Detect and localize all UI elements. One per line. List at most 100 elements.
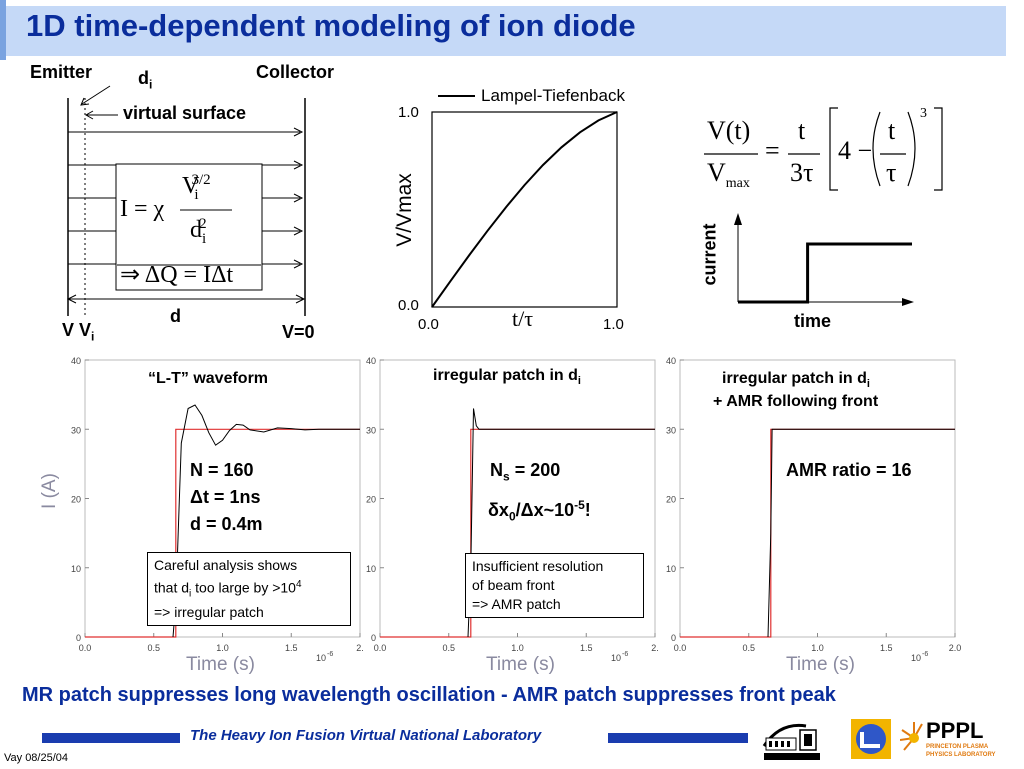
eq-lhs-den: Vmax [707, 158, 750, 192]
panel1-x-tick-label: 0.5 [147, 643, 160, 653]
panel2-x-exponent: 10 [611, 653, 621, 663]
lt-x-left: 0.0 [418, 316, 439, 333]
step-x-label: time [794, 311, 832, 331]
panel2-note: Insufficient resolution of beam front =>… [465, 553, 644, 618]
eq-equals: = [765, 136, 780, 165]
footer-lab-name: The Heavy Ion Fusion Virtual National La… [190, 727, 542, 744]
panel3-heading2: + AMR following front [713, 393, 879, 410]
panel2-x-exponent-power: -6 [622, 651, 628, 658]
step-current-line [738, 242, 912, 304]
panel3-simulation-curve [767, 428, 955, 638]
step-plot: current time [690, 205, 930, 335]
eq-power: 3 [920, 106, 927, 121]
eq-frac-den: 3τ [790, 158, 814, 187]
panel2-param-ns: Ns = 200 [490, 460, 561, 484]
panel1-x-tick-label: 0.0 [79, 643, 92, 653]
eq-inner: 4 − [838, 136, 873, 165]
panel2-x-tick-label: 1.5 [580, 643, 593, 653]
panel1-y-tick-label: 40 [71, 356, 81, 366]
diode-drawing [66, 85, 306, 316]
virtual-surface-label: virtual surface [123, 103, 247, 123]
llnl-logo [850, 718, 892, 760]
lt-x-right: 1.0 [603, 316, 624, 333]
panel2-y-tick-label: 30 [366, 425, 376, 435]
author-date: Vay 08/25/04 [4, 752, 69, 764]
formula-numerator: Vi3/2 [182, 172, 211, 203]
panel1-note: Careful analysis shows that di too large… [147, 552, 351, 627]
eq-g-num: t [888, 116, 896, 145]
panel3-x-exponent-power: -6 [922, 651, 928, 658]
panel1-theory-curve [85, 428, 360, 638]
svg-text:PPPL: PPPL [926, 718, 983, 743]
lt-equation: V(t) Vmax = t 3τ 4 − t τ 3 [690, 104, 1020, 204]
voltage-right-label: V=0 [282, 322, 315, 342]
berkeley-lab-logo [760, 716, 830, 764]
eq-g-den: τ [886, 158, 897, 187]
panel-area: 0 10 20 30 40 0.0 0.5 1.0 1.5 2. 10 -6 0 10 20 30 40 0.0 0… [0, 350, 1024, 680]
panel3-heading: irregular patch in di [722, 370, 870, 391]
panel1-simulation-curve [172, 404, 360, 638]
footer-bar-left [42, 733, 180, 743]
diode-schematic: Emitter Collector di virtual surface I =… [0, 58, 370, 348]
equation-lines [704, 107, 943, 191]
di-label: di [138, 68, 153, 92]
panel-y-label: I (A) [39, 473, 60, 509]
panel1-x-label: Time (s) [186, 654, 255, 675]
panel1-y-tick-label: 20 [71, 495, 81, 505]
panel1-x-tick-label: 1.5 [285, 643, 298, 653]
lt-y-bottom: 0.0 [398, 297, 419, 314]
lt-curve [431, 111, 618, 308]
panel3-y-tick-label: 40 [666, 356, 676, 366]
panel3-y-tick-label: 30 [666, 425, 676, 435]
lt-legend-label: Lampel-Tiefenback [481, 86, 625, 105]
svg-text:PHYSICS LABORATORY: PHYSICS LABORATORY [926, 752, 996, 758]
panel1-x-exponent-power: -6 [327, 651, 333, 658]
step-plot-svg [734, 213, 914, 306]
panel2-x-tick-label: 0.0 [374, 643, 387, 653]
panel3-y-tick-label: 10 [666, 564, 676, 574]
formula-charge: ⇒ ΔQ = IΔt [120, 262, 234, 288]
panel3-y-tick-label: 20 [666, 495, 676, 505]
panel2-heading: irregular patch in di [433, 367, 581, 388]
step-y-label: current [699, 223, 720, 286]
panel2-x-tick-label: 2. [651, 643, 659, 653]
panel1-x-exponent: 10 [316, 653, 326, 663]
panel3-x-tick-label: 1.5 [880, 643, 893, 653]
panel1-y-tick-label: 10 [71, 564, 81, 574]
conclusion-text: MR patch suppresses long wavelength osci… [22, 684, 836, 706]
panel2-x-tick-label: 0.5 [442, 643, 455, 653]
eq-lhs-num: V(t) [707, 116, 751, 145]
panel2-y-tick-label: 10 [366, 564, 376, 574]
eq-frac-num: t [798, 116, 806, 145]
voltage-left-label: V Vi [62, 320, 95, 344]
lt-plot: Lampel-Tiefenback 1.0 0.0 0.0 1.0 t/τ V/… [380, 80, 680, 350]
panel2-x-label: Time (s) [486, 654, 555, 675]
panel3-x-exponent: 10 [911, 653, 921, 663]
title-accent [0, 0, 6, 60]
lt-y-label: V/Vmax [393, 173, 416, 247]
panel3-y-tick-label: 0 [671, 633, 676, 643]
panel3-x-tick-label: 1.0 [811, 643, 824, 653]
panel1-param-d: d = 0.4m [190, 514, 263, 534]
lt-y-top: 1.0 [398, 104, 419, 121]
collector-label: Collector [256, 62, 335, 82]
panel2-y-tick-label: 20 [366, 495, 376, 505]
formula-denominator: di2 [190, 216, 207, 247]
panel1-param-dt: Δt = 1ns [190, 487, 261, 507]
panel1-y-tick-label: 30 [71, 425, 81, 435]
panel1-x-tick-label: 1.0 [216, 643, 229, 653]
panel1-param-n: N = 160 [190, 460, 254, 480]
slide-title: 1D time-dependent modeling of ion diode [26, 8, 636, 43]
panel2-y-tick-label: 40 [366, 356, 376, 366]
panel1-x-tick-label: 2. [356, 643, 364, 653]
formula-current: I = χ [120, 196, 165, 222]
title-bar: 1D time-dependent modeling of ion diode [0, 0, 1024, 60]
panel3-x-tick-label: 2.0 [949, 643, 962, 653]
panel1-y-tick-label: 0 [76, 633, 81, 643]
emitter-label: Emitter [30, 62, 93, 82]
panel1-heading: “L-T” waveform [148, 370, 269, 387]
panel2-x-tick-label: 1.0 [511, 643, 524, 653]
lt-plot-svg [431, 95, 618, 308]
lt-x-label: t/τ [512, 306, 534, 331]
